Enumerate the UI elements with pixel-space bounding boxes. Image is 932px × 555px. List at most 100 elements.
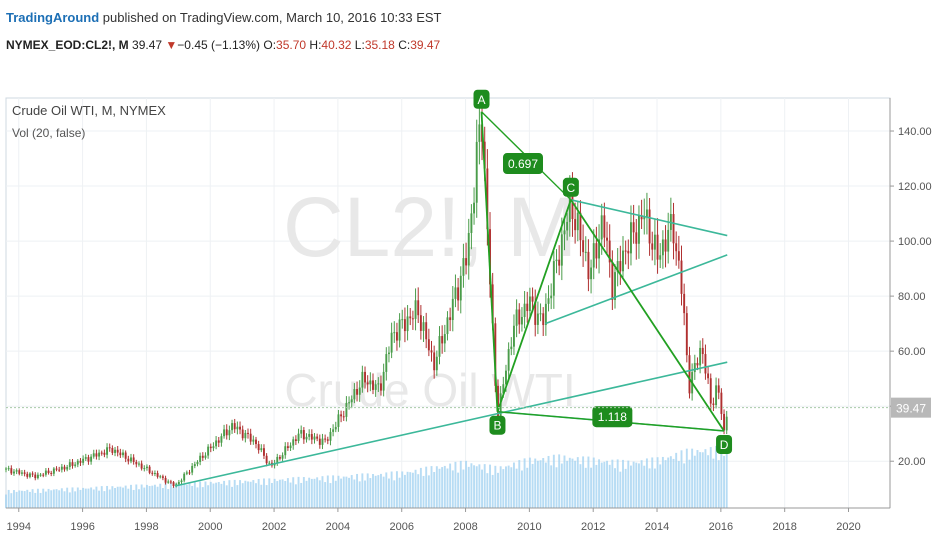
trendline[interactable] [570, 199, 728, 237]
pattern-point-label[interactable]: B [493, 419, 501, 433]
candle-body [441, 336, 444, 344]
ratio-label[interactable]: 0.697 [508, 157, 538, 171]
volume-bar [356, 473, 359, 508]
pattern-point-badge[interactable] [716, 434, 733, 454]
volume-bar [159, 483, 162, 508]
volume-bar [66, 487, 69, 508]
volume-bar [395, 471, 398, 508]
chart-container[interactable]: CL2!, M Crude Oil WTI A B C D 0.697 1.118 20.… [0, 66, 932, 550]
candle-body [135, 461, 138, 465]
candle-body [369, 380, 372, 385]
volume-bar [342, 476, 345, 508]
author-link[interactable]: TradingAround [6, 10, 100, 25]
candle-body [566, 221, 569, 231]
candle-body [82, 458, 85, 463]
ratio-badge[interactable] [502, 153, 543, 175]
volume-bar [286, 478, 289, 508]
candle-body [531, 296, 534, 302]
volume-bar [228, 480, 231, 508]
price-change: −0.45 (−1.13%) [177, 38, 261, 52]
volume-bar [204, 481, 207, 508]
candle-body [130, 457, 132, 462]
candle-body [430, 350, 433, 353]
volume-bar [414, 469, 417, 508]
pattern-point-label[interactable]: D [720, 438, 729, 452]
ratio-label[interactable]: 1.118 [598, 410, 627, 424]
candle-body [76, 460, 79, 465]
candle-body [600, 215, 603, 240]
pattern-point-label[interactable]: A [478, 93, 486, 107]
volume-bar [385, 472, 388, 508]
volume-bar [300, 482, 303, 508]
pattern-point-badge[interactable] [473, 89, 490, 109]
time-axis[interactable]: 1994 1996 1998 2000 2002 2004 2006 2008 2010 2012… [6, 507, 890, 533]
volume-bar [627, 460, 630, 508]
candle-body [268, 462, 271, 464]
volume-bar [231, 486, 234, 508]
candle-body [215, 440, 218, 447]
candle-body [648, 209, 651, 244]
volume-bar [52, 489, 55, 508]
candle-body [188, 472, 191, 474]
volume-bar [497, 472, 499, 508]
plot-area[interactable] [5, 97, 891, 509]
trendline[interactable] [174, 361, 728, 487]
trendline[interactable] [545, 254, 728, 325]
volume-bar [595, 464, 598, 508]
volume-bar [539, 460, 542, 508]
candle-body [183, 473, 186, 481]
candle-body [257, 444, 260, 451]
volume-bar [36, 488, 39, 508]
ratio-badge[interactable] [592, 406, 633, 428]
candle-body [60, 466, 63, 470]
volume-bar [451, 470, 454, 508]
volume-bar [100, 486, 103, 508]
volume-bar [180, 483, 183, 508]
volume-bar [566, 460, 569, 508]
candle-body [356, 389, 359, 395]
volume-bar [23, 491, 26, 508]
candle-body [568, 191, 571, 222]
x-tick-label: 2008 [453, 521, 477, 533]
volume-bar [60, 488, 63, 508]
pattern-leg[interactable] [480, 111, 499, 412]
pattern-point-badge[interactable] [489, 415, 506, 435]
symbol-line: NYMEX_EOD:CL2!, M 39.47 ▼−0.45 (−1.13%) … [6, 38, 440, 52]
candle-body [79, 460, 82, 463]
candle-body [478, 124, 481, 142]
volume-bar [313, 478, 316, 508]
candle-body [55, 468, 58, 470]
volume-bar [685, 448, 688, 508]
x-tick-label: 1994 [7, 521, 31, 533]
candle-body [385, 354, 388, 372]
candle-body [494, 323, 497, 386]
volume-bar [372, 473, 374, 508]
price-chart[interactable]: CL2!, M Crude Oil WTI A B C D 0.697 1.118 20.… [0, 66, 932, 550]
candle-body [103, 452, 106, 455]
volume-bar [435, 466, 438, 508]
candle-body [550, 295, 553, 299]
pattern-leg[interactable] [570, 199, 725, 432]
volume-bar [704, 449, 707, 508]
volume-bar [98, 490, 101, 508]
volume-bar [334, 480, 337, 508]
candle-body [393, 332, 396, 334]
candle-body [34, 474, 37, 479]
volume-bar [441, 467, 444, 508]
pattern-point-badge[interactable] [562, 177, 579, 197]
pattern-point-label[interactable]: C [567, 181, 576, 195]
abcd-pattern[interactable]: A B C D 0.697 1.118 [473, 89, 733, 454]
volume-bar [95, 486, 98, 508]
volume-bar [603, 461, 606, 508]
candle-body [720, 392, 723, 414]
volume-bar [611, 459, 614, 508]
candle-body [124, 452, 127, 459]
pattern-leg[interactable] [496, 199, 572, 412]
volume-bar [443, 465, 446, 508]
volume-bar [398, 477, 401, 508]
candle-body [467, 232, 470, 266]
volume-bar [151, 485, 154, 508]
volume-bar [10, 493, 13, 508]
volume-bar [122, 487, 124, 508]
volume-bar [68, 492, 71, 508]
